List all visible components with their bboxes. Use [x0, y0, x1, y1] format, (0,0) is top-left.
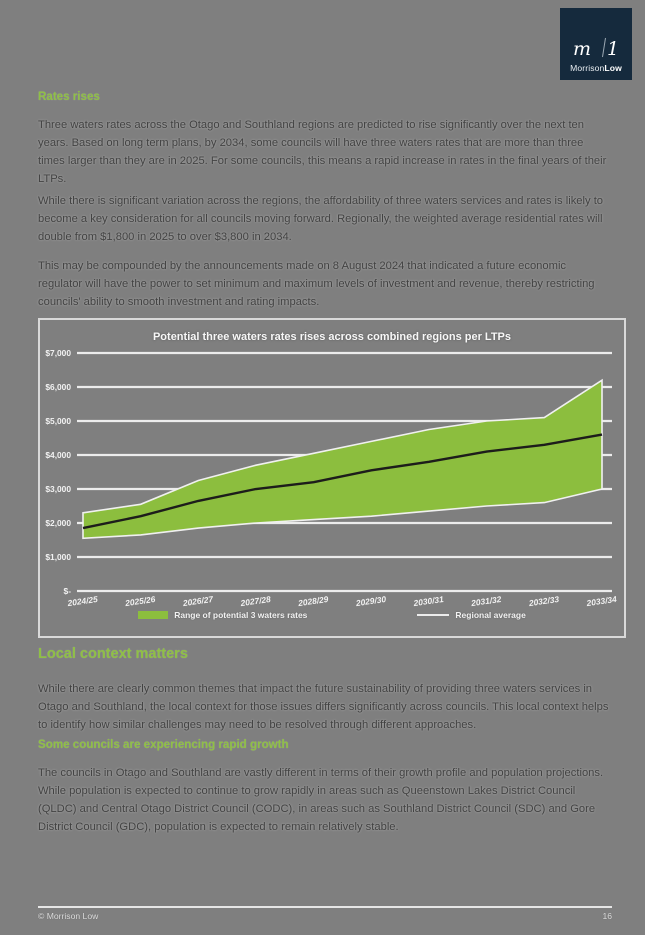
local-context-heading: Local context matters — [38, 646, 188, 662]
svg-text:2024/25: 2024/25 — [66, 594, 99, 608]
svg-text:2027/28: 2027/28 — [239, 594, 272, 608]
band-swatch-icon — [138, 611, 169, 619]
chart-title: Potential three waters rates rises acros… — [152, 331, 512, 343]
svg-text:m: m — [573, 38, 591, 60]
svg-text:2029/30: 2029/30 — [354, 594, 387, 608]
svg-text:2026/27: 2026/27 — [181, 594, 214, 608]
logo-wordmark: MorrisonLow — [570, 63, 622, 73]
rates-rises-heading: Rates rises — [38, 90, 100, 103]
footer-page-number: 16 — [602, 911, 612, 921]
rapid-growth-heading: Some councils are experiencing rapid gro… — [38, 738, 289, 751]
rates-rises-paragraph-2: While there is significant variation acr… — [38, 195, 604, 243]
logo-wordmark-low: Low — [604, 63, 622, 73]
svg-text:$6,000: $6,000 — [45, 382, 71, 392]
rates-rises-paragraph-3: This may be compounded by the announceme… — [38, 260, 595, 308]
svg-text:$4,000: $4,000 — [45, 450, 71, 460]
svg-text:$1,000: $1,000 — [45, 552, 71, 562]
morrison-low-logo: m 1 MorrisonLow — [560, 8, 632, 80]
svg-text:2025/26: 2025/26 — [124, 594, 157, 608]
ml-monogram-icon: m 1 — [573, 37, 619, 60]
rates-rises-chart: $- $1,000 $2,000 $3,000 $4,000 $5,000 $6,000 $7… — [38, 318, 626, 638]
svg-text:$5,000: $5,000 — [45, 416, 71, 426]
chart-legend: Range of potential 3 waters rates Region… — [40, 610, 624, 620]
svg-text:2031/32: 2031/32 — [470, 594, 503, 608]
legend-average-label: Regional average — [455, 610, 526, 620]
svg-text:2030/31: 2030/31 — [412, 594, 445, 608]
svg-text:2033/34: 2033/34 — [585, 594, 618, 608]
logo-wordmark-morrison: Morrison — [570, 63, 605, 73]
legend-band-label: Range of potential 3 waters rates — [174, 610, 308, 620]
svg-text:$-: $- — [64, 586, 72, 596]
svg-text:2032/33: 2032/33 — [527, 594, 560, 608]
footer-divider — [38, 906, 612, 908]
rapid-growth-paragraph: The councils in Otago and Southland are … — [38, 767, 604, 833]
legend-item-band: Range of potential 3 waters rates — [138, 610, 307, 620]
rates-rises-paragraph-1: Three waters rates across the Otago and … — [38, 119, 607, 185]
svg-text:$7,000: $7,000 — [45, 348, 71, 358]
legend-item-average: Regional average — [417, 610, 526, 620]
page-footer: © Morrison Low 16 — [38, 911, 612, 921]
chart-plot-area: $- $1,000 $2,000 $3,000 $4,000 $5,000 $6,000 $7… — [45, 348, 618, 608]
footer-copyright: © Morrison Low — [38, 911, 99, 921]
local-context-paragraph: While there are clearly common themes th… — [38, 683, 609, 731]
line-swatch-icon — [417, 614, 450, 616]
svg-text:1: 1 — [607, 38, 619, 60]
svg-text:$2,000: $2,000 — [45, 518, 71, 528]
svg-text:2028/29: 2028/29 — [297, 594, 330, 608]
svg-text:$3,000: $3,000 — [45, 484, 71, 494]
